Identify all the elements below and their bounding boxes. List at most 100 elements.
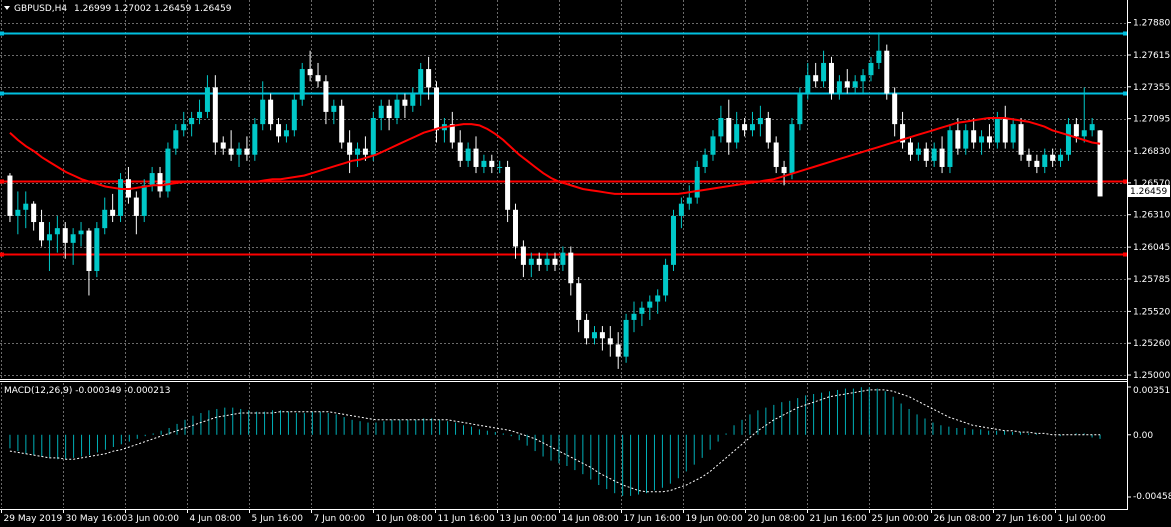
- macd-axis: 0.003517 0.00 -0.004581: [1127, 386, 1171, 502]
- candle-body: [631, 313, 637, 320]
- candle-body: [1002, 118, 1008, 143]
- candle-body: [686, 197, 692, 204]
- candle-body: [876, 50, 882, 63]
- chart-header: GBPUSD,H4 1.26999 1.27002 1.26459 1.2645…: [4, 4, 232, 14]
- candle-body: [584, 319, 590, 339]
- candle-body: [489, 160, 495, 167]
- candle-body: [655, 295, 661, 302]
- candle-body: [386, 105, 392, 119]
- time-tick-label: 19 Jun 00:00: [686, 514, 743, 524]
- candle-body: [797, 93, 803, 125]
- candle-body: [189, 118, 195, 125]
- candle-body: [473, 148, 479, 167]
- candle-body: [536, 258, 542, 265]
- candle-body: [591, 332, 597, 339]
- candle-body: [54, 228, 60, 235]
- macd-tick-label: -0.004581: [1133, 492, 1171, 502]
- symbol-label: GBPUSD,H4: [14, 4, 67, 14]
- candle-body: [7, 175, 13, 216]
- candle-body: [947, 130, 953, 167]
- candle-body: [560, 252, 566, 265]
- price-tick-label: 1.26830: [1133, 147, 1170, 157]
- level-handle[interactable]: [0, 179, 4, 184]
- candle-body: [426, 69, 432, 88]
- candle-body: [362, 148, 368, 155]
- candle-body: [291, 99, 297, 131]
- price-tick-label: 1.25785: [1133, 275, 1170, 285]
- candle-body: [781, 166, 787, 174]
- time-tick-label: 25 Jun 00:00: [872, 514, 929, 524]
- time-tick-label: 21 Jun 16:00: [810, 514, 867, 524]
- candle-body: [907, 142, 913, 155]
- candles: [7, 32, 1103, 369]
- candle-body: [370, 118, 376, 155]
- candle-body: [544, 258, 550, 265]
- level-handle[interactable]: [0, 252, 4, 257]
- candle-body: [552, 258, 558, 265]
- price-tick-label: 1.27615: [1133, 51, 1170, 61]
- candle-body: [497, 166, 503, 168]
- candle-body: [726, 118, 732, 143]
- candle-body: [860, 75, 866, 82]
- candle-body: [821, 62, 827, 82]
- time-tick-label: 4 Jun 08:00: [190, 514, 242, 524]
- macd-label: MACD(12,26,9) -0.000349 -0.000213: [4, 386, 170, 396]
- candle-body: [694, 166, 700, 198]
- candle-body: [78, 230, 84, 235]
- price-tick-label: 1.27880: [1133, 19, 1170, 29]
- candle-body: [1089, 124, 1095, 131]
- candle-body: [141, 185, 147, 216]
- level-handle[interactable]: [0, 31, 4, 36]
- candle-body: [39, 222, 45, 241]
- dropdown-triangle-icon[interactable]: [4, 6, 10, 10]
- candle-body: [449, 124, 455, 143]
- current-price-label: 1.26459: [1130, 187, 1167, 197]
- macd-tick-label: 0.003517: [1133, 386, 1171, 396]
- price-tick-label: 1.26310: [1133, 211, 1170, 221]
- candle-body: [94, 228, 100, 271]
- candle-body: [283, 130, 289, 137]
- level-handle[interactable]: [1123, 91, 1127, 96]
- candle-body: [173, 130, 179, 149]
- candle-body: [418, 69, 424, 94]
- candle-body: [339, 105, 345, 143]
- candle-body: [765, 118, 771, 143]
- candle-body: [331, 105, 337, 112]
- time-axis: 29 May 2019 30 May 16:00 3 Jun 00:00 4 Jun …: [1, 509, 1106, 524]
- candle-body: [647, 301, 653, 308]
- candle-body: [268, 99, 274, 125]
- candle-body: [1050, 154, 1056, 161]
- candle-body: [900, 124, 906, 143]
- candle-body: [228, 148, 234, 155]
- level-handle[interactable]: [1123, 31, 1127, 36]
- candle-body: [457, 142, 463, 161]
- candle-body: [434, 87, 440, 131]
- candle-body: [892, 93, 898, 125]
- candle-body: [70, 234, 76, 243]
- time-tick-label: 26 Jun 08:00: [934, 514, 991, 524]
- candle-body: [986, 136, 992, 143]
- macd-tick-label: 0.00: [1133, 431, 1153, 441]
- level-handle[interactable]: [1123, 179, 1127, 184]
- candle-body: [307, 69, 313, 76]
- candle-body: [212, 87, 218, 143]
- candle-body: [710, 136, 716, 155]
- candle-body: [639, 307, 645, 314]
- candle-body: [670, 215, 676, 265]
- candle-body: [378, 105, 384, 119]
- candle-body: [599, 332, 605, 339]
- level-handle[interactable]: [1123, 252, 1127, 257]
- candle-body: [1026, 154, 1032, 161]
- candle-body: [31, 203, 37, 223]
- ohlc-values: 1.26999 1.27002 1.26459 1.26459: [74, 4, 232, 14]
- price-tick-label: 1.26570: [1133, 179, 1170, 189]
- time-tick-label: 5 Jun 16:00: [252, 514, 304, 524]
- macd-panel: [9, 387, 1101, 496]
- candle-body: [805, 75, 811, 94]
- time-tick-label: 3 Jun 00:00: [128, 514, 180, 524]
- candle-body: [1010, 124, 1016, 143]
- price-tick-label: 1.27095: [1133, 115, 1170, 125]
- candle-body: [410, 93, 416, 106]
- level-handle[interactable]: [0, 91, 4, 96]
